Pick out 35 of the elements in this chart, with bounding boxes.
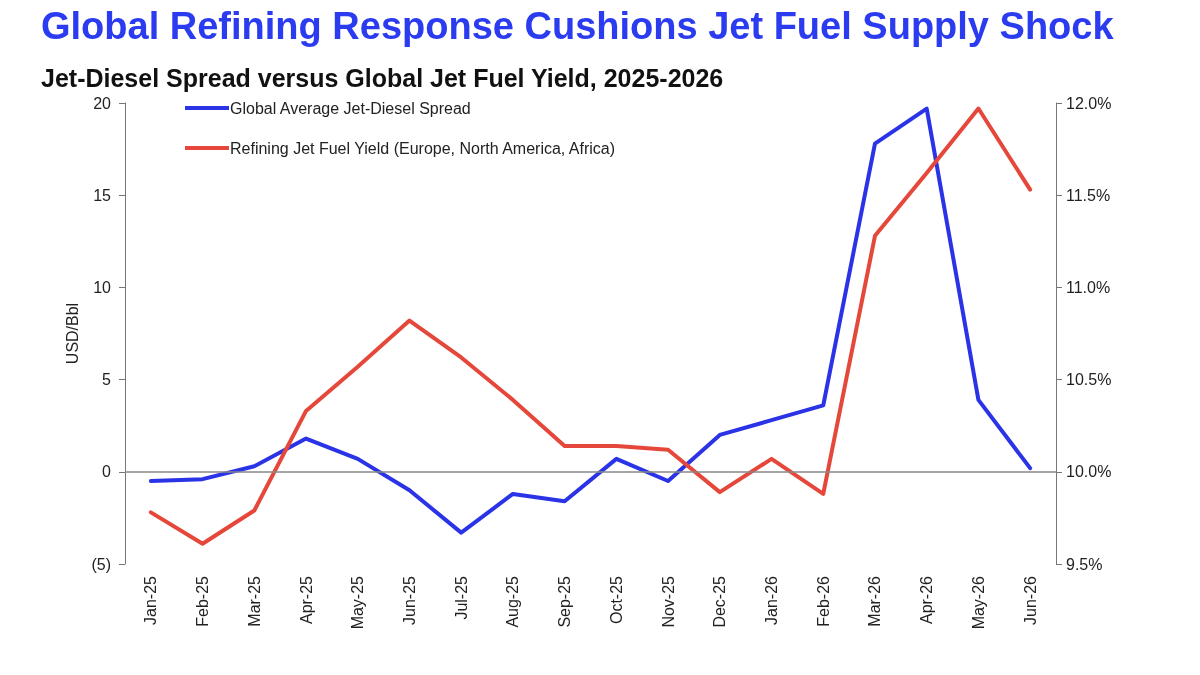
x-tick-label: Apr-25 — [297, 575, 315, 625]
y-tick-label: (5) — [91, 555, 111, 573]
y-tick-label: 20 — [93, 94, 112, 112]
x-tick-label: Oct-25 — [607, 575, 625, 625]
chart-title: Global Refining Response Cushions Jet Fuel Supply Shock — [41, 5, 1115, 47]
x-tick-label: Jun-26 — [1021, 575, 1039, 625]
x-tick-label: Jan-26 — [763, 575, 781, 625]
x-tick-label: May-25 — [349, 575, 367, 630]
x-tick-label: Jun-25 — [400, 575, 418, 625]
x-tick-label: Apr-26 — [918, 575, 936, 625]
y-tick-label: 5 — [102, 371, 112, 389]
x-tick-label: Nov-25 — [659, 575, 677, 628]
y-tick-label: 10 — [93, 278, 112, 296]
x-tick-label: Feb-25 — [194, 575, 212, 627]
x-tick-label: May-26 — [969, 575, 987, 630]
x-tick-label: Feb-26 — [814, 575, 832, 627]
y-tick-label: 0 — [102, 463, 112, 481]
x-tick-label: Dec-25 — [711, 575, 729, 628]
y2-tick-label: 9.5% — [1066, 555, 1103, 573]
y2-tick-label: 11.5% — [1066, 186, 1111, 204]
x-tick-label: Sep-25 — [556, 575, 574, 628]
y2-tick-label: 10.0% — [1066, 463, 1112, 481]
y2-tick-label: 10.5% — [1066, 371, 1112, 389]
x-tick-label: Jul-25 — [452, 575, 470, 620]
chart-subtitle: Jet-Diesel Spread versus Global Jet Fuel Yield, 2025-2026 — [41, 63, 724, 92]
y-axis-title: USD/Bbl — [64, 302, 82, 365]
legend-label: Refining Jet Fuel Yield (Europe, North America, Africa) — [230, 139, 616, 157]
y2-tick-label: 11.0% — [1066, 278, 1111, 296]
x-tick-label: Aug-25 — [504, 575, 522, 628]
x-tick-label: Mar-25 — [245, 575, 263, 627]
x-tick-label: Jan-25 — [142, 575, 160, 625]
x-tick-label: Mar-26 — [866, 575, 884, 627]
legend-label: Global Average Jet-Diesel Spread — [230, 99, 471, 117]
y-tick-label: 15 — [93, 186, 112, 204]
y2-tick-label: 12.0% — [1066, 94, 1112, 112]
